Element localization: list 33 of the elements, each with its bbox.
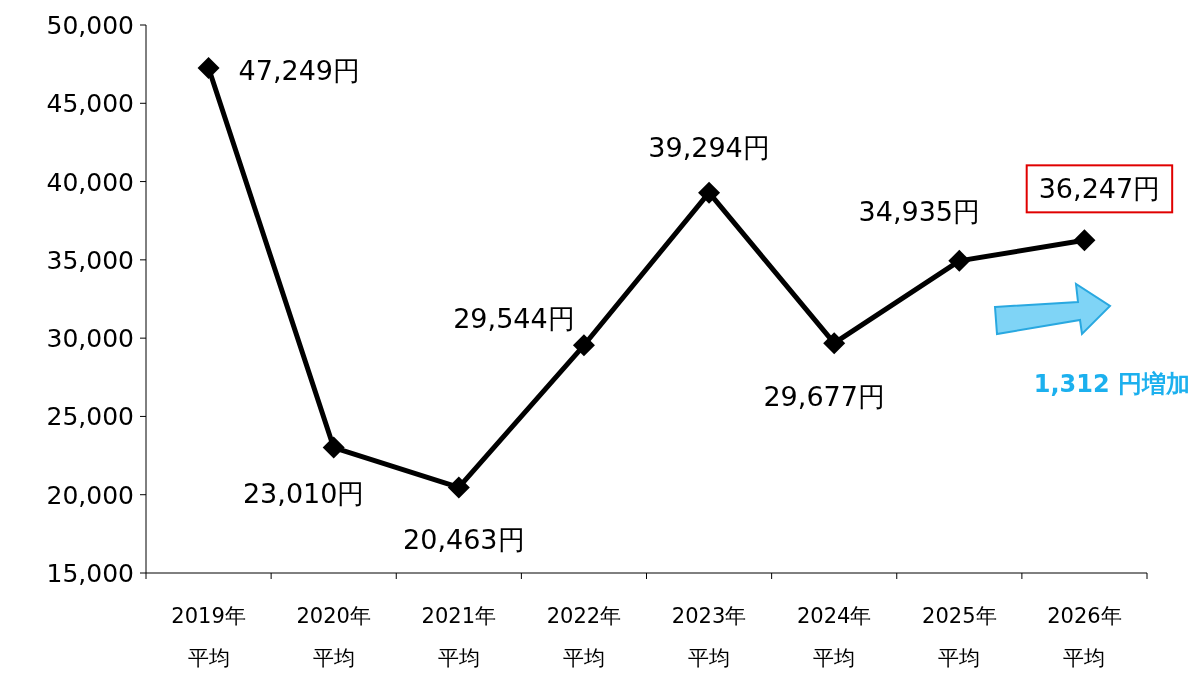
y-tick-label: 20,000 (46, 480, 134, 510)
x-tick-label: 2021年平均 (420, 603, 498, 672)
x-tick-label: 2022年平均 (545, 603, 623, 672)
y-tick-label: 45,000 (46, 89, 134, 119)
annotation: 1,312 円増加 (1033, 370, 1190, 398)
x-tick-label: 2023年平均 (670, 603, 748, 672)
point (322, 436, 345, 459)
data-label: 20,463円 (403, 524, 525, 556)
x-tick-label: 2026年平均 (1046, 603, 1123, 672)
data-label: 39,294円 (648, 131, 770, 163)
point (197, 57, 220, 80)
point (572, 334, 595, 357)
point (823, 332, 846, 355)
x-tick-label: 2019年平均 (170, 603, 247, 672)
y-tick-label: 15,000 (46, 559, 134, 588)
data-label: 36,247円 (1038, 173, 1161, 205)
x-tick-label: 2025年平均 (921, 603, 998, 672)
y-tick-label: 50,000 (46, 11, 134, 40)
y-tick-label: 35,000 (46, 245, 134, 275)
point (948, 249, 971, 272)
y-tick-label: 40,000 (46, 167, 134, 197)
data-label: 29,544円 (453, 303, 575, 335)
x-tick-label: 2020年平均 (295, 603, 372, 672)
y-tick-label: 25,000 (46, 402, 134, 432)
point (1073, 229, 1096, 252)
point (447, 476, 470, 499)
data-label: 47,249円 (238, 55, 361, 87)
point (698, 181, 721, 204)
y-tick-label: 30,000 (46, 324, 134, 354)
data-label: 34,935円 (858, 195, 981, 227)
x-tick-label: 2024年平均 (795, 603, 873, 672)
data-label: 29,677円 (763, 381, 885, 413)
data-label: 23,010円 (242, 477, 365, 509)
